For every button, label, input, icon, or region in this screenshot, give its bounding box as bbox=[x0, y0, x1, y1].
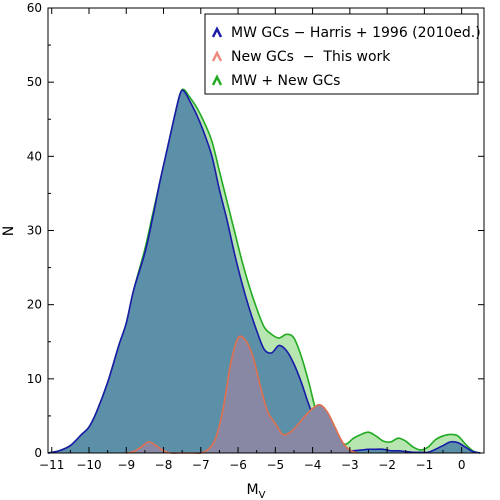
legend-item-combined: MW + New GCs bbox=[211, 73, 340, 89]
plot-frame bbox=[47, 7, 485, 454]
x-tick-label: −11 bbox=[39, 458, 64, 472]
legend-box bbox=[204, 13, 479, 95]
y-axis-label: N bbox=[1, 226, 17, 236]
legend-item-mw: MW GCs − Harris + 1996 (2010ed.) bbox=[211, 25, 481, 41]
y-tick-label: 30 bbox=[27, 224, 42, 238]
y-tick-label: 10 bbox=[27, 372, 42, 386]
x-tick-label: −6 bbox=[229, 458, 247, 472]
legend-label-new: New GCs − This work bbox=[231, 49, 391, 65]
series-line-new bbox=[126, 335, 358, 455]
series-line-mw bbox=[47, 89, 481, 454]
x-axis-label: MV bbox=[247, 482, 266, 500]
y-tick-label: 0 bbox=[34, 446, 42, 460]
legend-label-mw: MW GCs − Harris + 1996 (2010ed.) bbox=[231, 25, 481, 41]
legend-item-new: New GCs − This work bbox=[211, 49, 391, 65]
x-tick-label: −10 bbox=[76, 458, 101, 472]
y-tick-label: 60 bbox=[27, 1, 42, 15]
legend-swatch-mw bbox=[211, 26, 223, 38]
x-tick-label: −7 bbox=[192, 458, 210, 472]
series-mw bbox=[47, 89, 481, 454]
y-tick-label: 40 bbox=[27, 149, 42, 163]
x-tick-label: −2 bbox=[378, 458, 396, 472]
series-area-new bbox=[126, 336, 358, 454]
series-new bbox=[126, 335, 358, 455]
x-tick-label: −1 bbox=[416, 458, 434, 472]
x-tick-label: −5 bbox=[266, 458, 284, 472]
x-tick-label: −9 bbox=[117, 458, 135, 472]
x-tick-label: −3 bbox=[341, 458, 359, 472]
legend: MW GCs − Harris + 1996 (2010ed.) New GCs… bbox=[204, 13, 481, 95]
x-tick-label: −8 bbox=[155, 458, 173, 472]
x-tick-label: 0 bbox=[458, 458, 466, 472]
legend-swatch-new bbox=[211, 50, 223, 62]
y-tick-label: 50 bbox=[27, 75, 42, 89]
x-tick-label: −4 bbox=[304, 458, 322, 472]
legend-label-combined: MW + New GCs bbox=[231, 73, 340, 89]
legend-swatch-combined bbox=[211, 74, 223, 86]
y-tick-label: 20 bbox=[27, 298, 42, 312]
series-layer bbox=[47, 88, 481, 455]
series-area-mw bbox=[48, 90, 481, 453]
